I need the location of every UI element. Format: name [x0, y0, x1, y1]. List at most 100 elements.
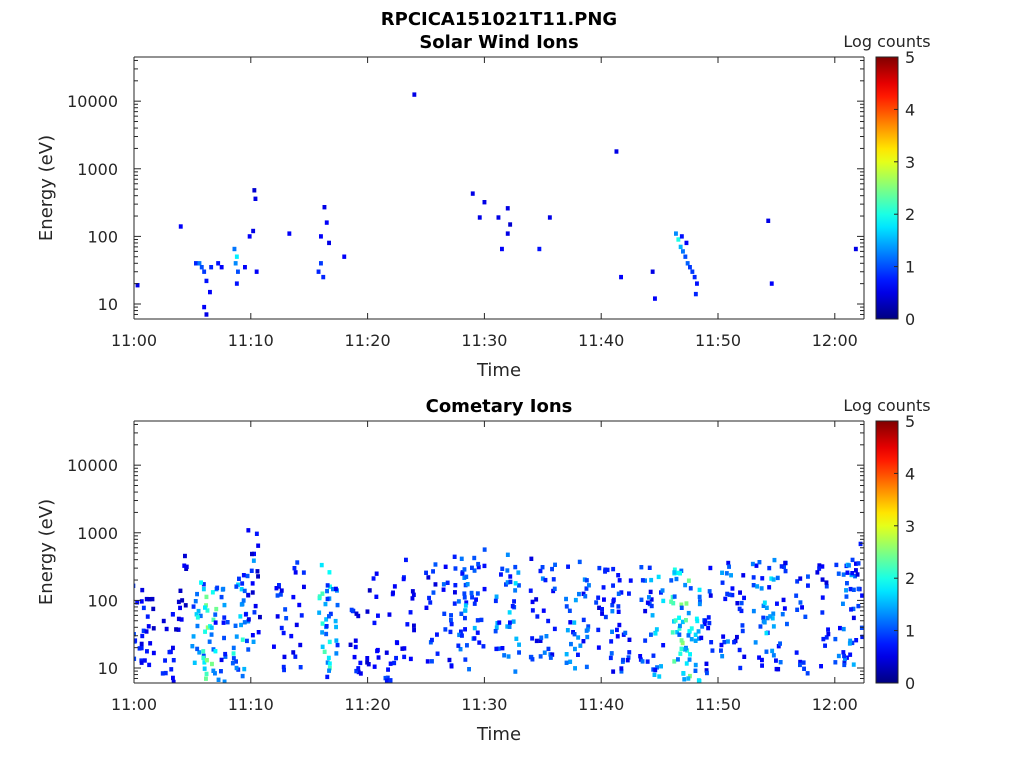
- data-cell: [550, 652, 555, 657]
- data-cell: [722, 639, 727, 645]
- data-cell: [774, 658, 778, 663]
- data-cell: [513, 581, 518, 586]
- data-cell: [824, 580, 829, 585]
- data-cell: [176, 599, 181, 605]
- data-cells: [134, 528, 864, 683]
- colorbar-tick-label: 0: [905, 310, 915, 329]
- data-cell: [616, 591, 621, 596]
- data-cell: [858, 541, 863, 547]
- data-cell: [320, 644, 325, 649]
- data-cell: [205, 608, 210, 613]
- data-cell: [596, 595, 601, 600]
- data-cell: [600, 611, 604, 616]
- data-cell: [325, 660, 330, 665]
- data-cell: [199, 265, 204, 270]
- data-cell: [585, 634, 590, 640]
- data-cell: [833, 660, 838, 665]
- data-cell: [233, 261, 238, 266]
- x-tick-label: 11:10: [228, 695, 274, 714]
- data-cell: [324, 617, 329, 622]
- data-cell: [253, 603, 258, 609]
- data-cell: [463, 603, 468, 608]
- data-cell: [335, 642, 340, 648]
- data-cell: [508, 579, 513, 585]
- data-cell: [331, 586, 335, 592]
- data-cell: [458, 647, 463, 652]
- data-cell: [472, 636, 477, 641]
- data-cell: [847, 563, 851, 568]
- data-cell: [602, 597, 606, 602]
- data-cell: [538, 568, 543, 574]
- data-cell: [540, 576, 545, 581]
- data-cell: [751, 583, 756, 588]
- data-cell: [669, 578, 674, 583]
- data-cell: [453, 590, 457, 595]
- x-tick-label: 11:30: [461, 331, 507, 350]
- data-cell: [771, 611, 776, 616]
- data-cell: [697, 678, 702, 683]
- data-cell: [211, 647, 216, 652]
- data-cell: [204, 278, 209, 284]
- data-cell: [342, 254, 347, 259]
- data-cell: [462, 567, 467, 572]
- data-cell: [401, 576, 406, 582]
- data-cell: [404, 557, 408, 563]
- data-cell: [139, 645, 144, 651]
- data-cell: [697, 636, 701, 641]
- data-cell: [222, 602, 227, 608]
- data-cell: [134, 632, 136, 637]
- x-tick-label: 12:00: [812, 695, 858, 714]
- data-cell: [680, 640, 685, 646]
- data-cell: [638, 654, 643, 659]
- data-cell: [616, 604, 621, 609]
- data-cell: [619, 590, 624, 595]
- data-cell: [291, 594, 296, 600]
- colorbar-tick-label: 4: [905, 464, 915, 483]
- data-cell: [424, 605, 429, 610]
- data-cell: [497, 620, 502, 625]
- data-cell: [798, 576, 803, 581]
- data-cell: [823, 643, 827, 648]
- data-cell: [689, 637, 694, 642]
- data-cell: [576, 652, 580, 657]
- data-cell: [222, 615, 227, 620]
- data-cell: [135, 600, 140, 605]
- data-cell: [278, 592, 283, 597]
- data-cell: [760, 663, 764, 668]
- data-cell: [457, 632, 462, 638]
- data-cell: [776, 644, 781, 649]
- data-cell: [538, 638, 543, 643]
- data-cell: [528, 588, 533, 593]
- data-cell: [302, 584, 306, 590]
- data-cell: [615, 634, 620, 639]
- data-cell: [210, 590, 215, 595]
- data-cell: [256, 630, 261, 635]
- data-cell: [721, 634, 726, 639]
- panel-solar-wind-ions: 11:00 11:10 11:20 11:30 11:40 11:50 12:0010100…: [36, 32, 931, 381]
- data-cell: [392, 660, 397, 666]
- data-cell: [684, 240, 689, 246]
- x-tick-label: 11:50: [695, 695, 741, 714]
- data-cell: [234, 665, 239, 671]
- data-cell: [848, 652, 853, 657]
- data-cell: [727, 564, 731, 569]
- data-cell: [690, 269, 695, 274]
- data-cell: [801, 660, 806, 665]
- data-cell: [772, 557, 777, 563]
- colorbar-tick-label: 3: [905, 517, 915, 536]
- data-cell: [236, 269, 240, 274]
- data-cell: [327, 240, 331, 246]
- data-cell: [392, 584, 397, 589]
- data-cell: [193, 599, 198, 604]
- data-cell: [552, 586, 557, 591]
- data-cell: [732, 640, 736, 645]
- data-cell: [213, 620, 218, 625]
- data-cell: [703, 618, 708, 623]
- data-cell: [240, 581, 245, 586]
- data-cell: [855, 572, 860, 577]
- data-cell: [163, 658, 167, 663]
- data-cell: [578, 643, 583, 648]
- data-cell: [237, 576, 241, 581]
- data-cell: [412, 623, 416, 628]
- data-cell: [476, 561, 481, 567]
